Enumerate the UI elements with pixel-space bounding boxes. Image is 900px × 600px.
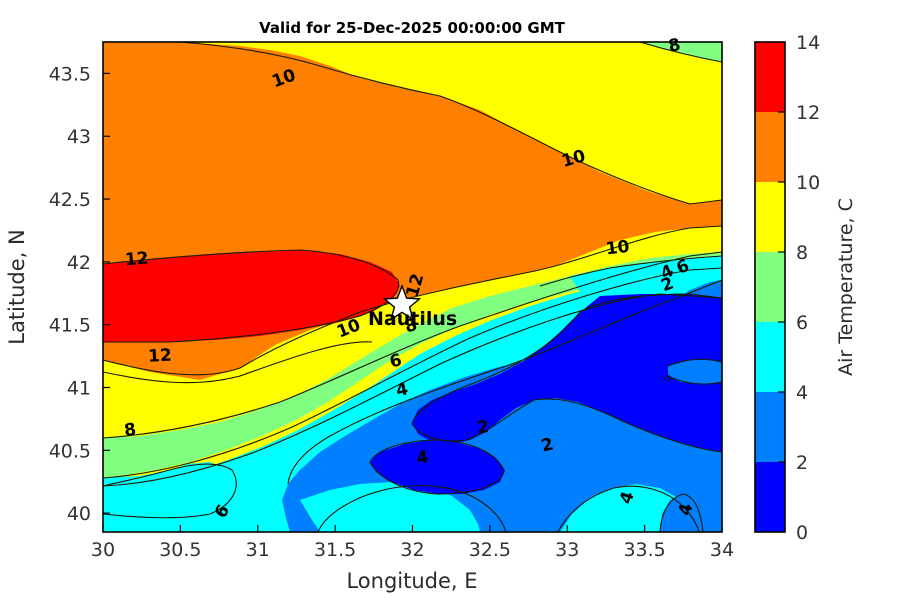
contour-band-2-4-notch bbox=[668, 360, 722, 384]
contour-label: 2 bbox=[476, 417, 491, 438]
colorbar-band bbox=[755, 182, 785, 252]
contour-line-12 bbox=[103, 249, 400, 343]
colorbar-tick-label: 8 bbox=[796, 242, 808, 264]
colorbar-band bbox=[755, 322, 785, 392]
contour-label: 10 bbox=[605, 237, 631, 260]
station-marker-group[interactable]: Nautilus bbox=[368, 284, 457, 330]
contour-label: 2 bbox=[539, 434, 555, 456]
y-tick-label: 43.5 bbox=[49, 63, 91, 85]
x-tick-group: 30 30.5 31 31.5 32 32.5 33 33.5 34 bbox=[91, 525, 734, 561]
x-tick-label: 34 bbox=[710, 539, 734, 561]
page-title: Valid for 25-Dec-2025 00:00:00 GMT bbox=[259, 19, 565, 37]
contour-line-4-bottomright bbox=[557, 485, 700, 532]
contour-band-4-6-intrusion bbox=[300, 482, 480, 532]
x-tick-label: 30.5 bbox=[159, 539, 201, 561]
contour-band-6-8-topright bbox=[640, 42, 722, 62]
station-label: Nautilus bbox=[368, 308, 457, 330]
contour-band-6-8 bbox=[103, 252, 722, 478]
contour-line-4-diag bbox=[103, 293, 722, 487]
contour-label: 4 bbox=[675, 502, 697, 518]
y-tick-label: 41 bbox=[67, 378, 91, 400]
contour-line-10-upper bbox=[179, 42, 722, 205]
contour-line-0-core-upper bbox=[411, 293, 722, 425]
contour-fill-group bbox=[103, 42, 722, 532]
contour-line-10-middle bbox=[103, 225, 722, 376]
contour-line-0-core-lower bbox=[411, 398, 722, 453]
colorbar-label: Air Temperature, C bbox=[835, 198, 857, 376]
colorbar-band bbox=[755, 42, 785, 112]
x-tick-label: 33.5 bbox=[623, 539, 665, 561]
contour-line-8-diag bbox=[103, 251, 722, 439]
contour-label: 12 bbox=[124, 249, 149, 271]
y-tick-label: 41.5 bbox=[49, 315, 91, 337]
x-axis-label: Longitude, E bbox=[346, 569, 477, 593]
contour-line-10-lower bbox=[103, 341, 373, 384]
contour-label: 8 bbox=[123, 420, 138, 441]
x-tick-label: 32.5 bbox=[469, 539, 511, 561]
y-tick-label: 40.5 bbox=[49, 440, 91, 462]
colorbar-band bbox=[755, 252, 785, 322]
contour-label: 4 bbox=[415, 447, 430, 469]
contour-band-0-2-core bbox=[412, 294, 722, 452]
y-tick-label: 42.5 bbox=[49, 189, 91, 211]
contour-line-6-lowerleft bbox=[103, 463, 237, 519]
star-marker-icon[interactable] bbox=[382, 284, 422, 322]
contour-lines bbox=[103, 42, 722, 532]
contour-line-4-bottom bbox=[317, 485, 507, 532]
y-tick-label: 43 bbox=[67, 126, 91, 148]
contour-band-0-2-tongue bbox=[370, 440, 505, 494]
contour-line-0-2-tongue bbox=[369, 439, 505, 495]
contour-label: 4 bbox=[394, 379, 410, 401]
y-tick-label: 40 bbox=[67, 503, 91, 525]
contour-band-4-6-right-sliver bbox=[570, 256, 722, 292]
y-tick-label: 42 bbox=[67, 252, 91, 274]
x-tick-label: 31.5 bbox=[314, 539, 356, 561]
colorbar-tick-label: 2 bbox=[796, 452, 808, 474]
y-tick-group: 40 40.5 41 41.5 42 42.5 43 43.5 bbox=[49, 63, 110, 525]
colorbar-tick-label: 0 bbox=[796, 522, 808, 544]
colorbar-tick-group: 0 2 4 6 8 10 12 14 bbox=[778, 32, 820, 544]
contour-band-2-4-island bbox=[660, 494, 702, 532]
x-tick-label: 32 bbox=[400, 539, 424, 561]
x-tick-label: 30 bbox=[91, 539, 115, 561]
contour-line-2-island bbox=[659, 493, 704, 532]
contour-line-6-right bbox=[539, 255, 722, 287]
contour-band-12-14 bbox=[103, 250, 400, 342]
contour-label: 8 bbox=[667, 35, 683, 57]
contour-line-notch-top bbox=[667, 358, 722, 367]
contour-label: 12 bbox=[148, 346, 173, 367]
contour-label: 8 bbox=[402, 315, 419, 338]
colorbar-tick-label: 10 bbox=[796, 172, 820, 194]
contour-line-notch-bottom bbox=[667, 375, 722, 385]
contour-line-8-topright bbox=[639, 42, 722, 63]
contour-line-2-upper bbox=[287, 279, 722, 485]
colorbar-tick-label: 4 bbox=[796, 382, 808, 404]
contour-band-8-10-lowerleft bbox=[103, 336, 370, 438]
contour-line-6-diag bbox=[103, 267, 722, 479]
colorbar-band bbox=[755, 462, 785, 532]
colorbar-tick-label: 14 bbox=[796, 32, 820, 54]
colorbar-band bbox=[755, 112, 785, 182]
colorbar[interactable]: 0 2 4 6 8 10 12 14 Air Temperature, C bbox=[754, 32, 857, 544]
colorbar-band-group bbox=[755, 42, 785, 532]
colorbar-tick-label: 12 bbox=[796, 102, 820, 124]
colorbar-band bbox=[755, 392, 785, 462]
x-tick-label: 31 bbox=[246, 539, 270, 561]
colorbar-frame bbox=[754, 41, 786, 533]
colorbar-tick-label: 6 bbox=[796, 312, 808, 334]
y-axis-label: Latitude, N bbox=[5, 229, 29, 345]
contour-label: 6 bbox=[388, 350, 404, 372]
x-tick-label: 33 bbox=[555, 539, 579, 561]
